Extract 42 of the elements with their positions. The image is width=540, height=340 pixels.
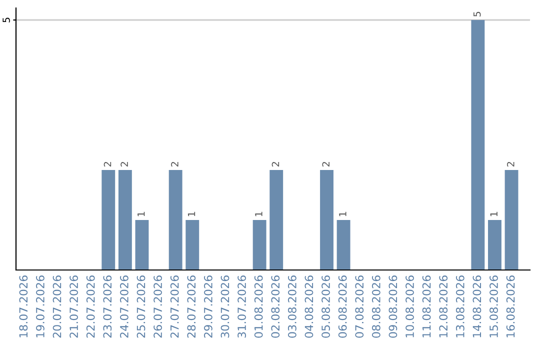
- x-tick-label: 25.07.2026: [136, 276, 146, 338]
- x-tick-label: 20.07.2026: [52, 276, 62, 338]
- data-label: 2: [120, 162, 128, 167]
- x-tick-label: 12.08.2026: [439, 276, 448, 338]
- data-label: 5: [474, 12, 481, 16]
- data-label: 2: [171, 162, 178, 167]
- data-label: 2: [322, 162, 330, 167]
- x-tick-label: 18.07.2026: [19, 276, 28, 338]
- x-tick-label: 16.08.2026: [506, 276, 515, 338]
- x-tick-label: 09.08.2026: [388, 276, 398, 338]
- x-tick-label: 06.08.2026: [338, 276, 347, 338]
- x-tick-label: 30.07.2026: [220, 276, 230, 338]
- x-tick-label: 23.07.2026: [103, 276, 112, 338]
- x-tick-label: 15.08.2026: [490, 276, 498, 338]
- x-tick-label: 29.07.2026: [204, 276, 212, 338]
- x-tick-label: 11.08.2026: [422, 276, 431, 338]
- x-tick-label: 31.07.2026: [238, 276, 246, 338]
- data-label: 2: [506, 162, 514, 167]
- x-tick-label: 27.07.2026: [170, 276, 179, 338]
- data-label: 2: [104, 162, 112, 167]
- x-tick-label: 28.07.2026: [187, 276, 196, 338]
- x-tick-label: 07.08.2026: [355, 276, 364, 338]
- data-label: 1: [339, 212, 346, 216]
- x-tick-label: 02.08.2026: [271, 276, 280, 338]
- data-label: 2: [272, 162, 280, 167]
- x-tick-label: 19.07.2026: [36, 276, 44, 338]
- x-tick-label: 04.08.2026: [304, 276, 314, 338]
- data-label: 1: [138, 212, 145, 216]
- x-tick-label: 22.07.2026: [86, 276, 95, 338]
- x-tick-label: 14.08.2026: [472, 276, 482, 338]
- x-tick-label: 08.08.2026: [372, 276, 380, 338]
- x-tick-label: 26.07.2026: [154, 276, 162, 338]
- data-label: 1: [188, 212, 196, 216]
- x-tick-label: 10.08.2026: [406, 276, 414, 338]
- data-label: 1: [255, 212, 262, 216]
- x-tick-label: 24.07.2026: [120, 276, 128, 338]
- x-tick-label: 03.08.2026: [288, 276, 296, 338]
- x-tick-label: 21.07.2026: [70, 276, 78, 338]
- data-label: 1: [490, 212, 498, 216]
- x-tick-label: 01.08.2026: [254, 276, 263, 338]
- x-tick-label: 13.08.2026: [456, 276, 464, 338]
- x-tick-label: 05.08.2026: [322, 276, 330, 338]
